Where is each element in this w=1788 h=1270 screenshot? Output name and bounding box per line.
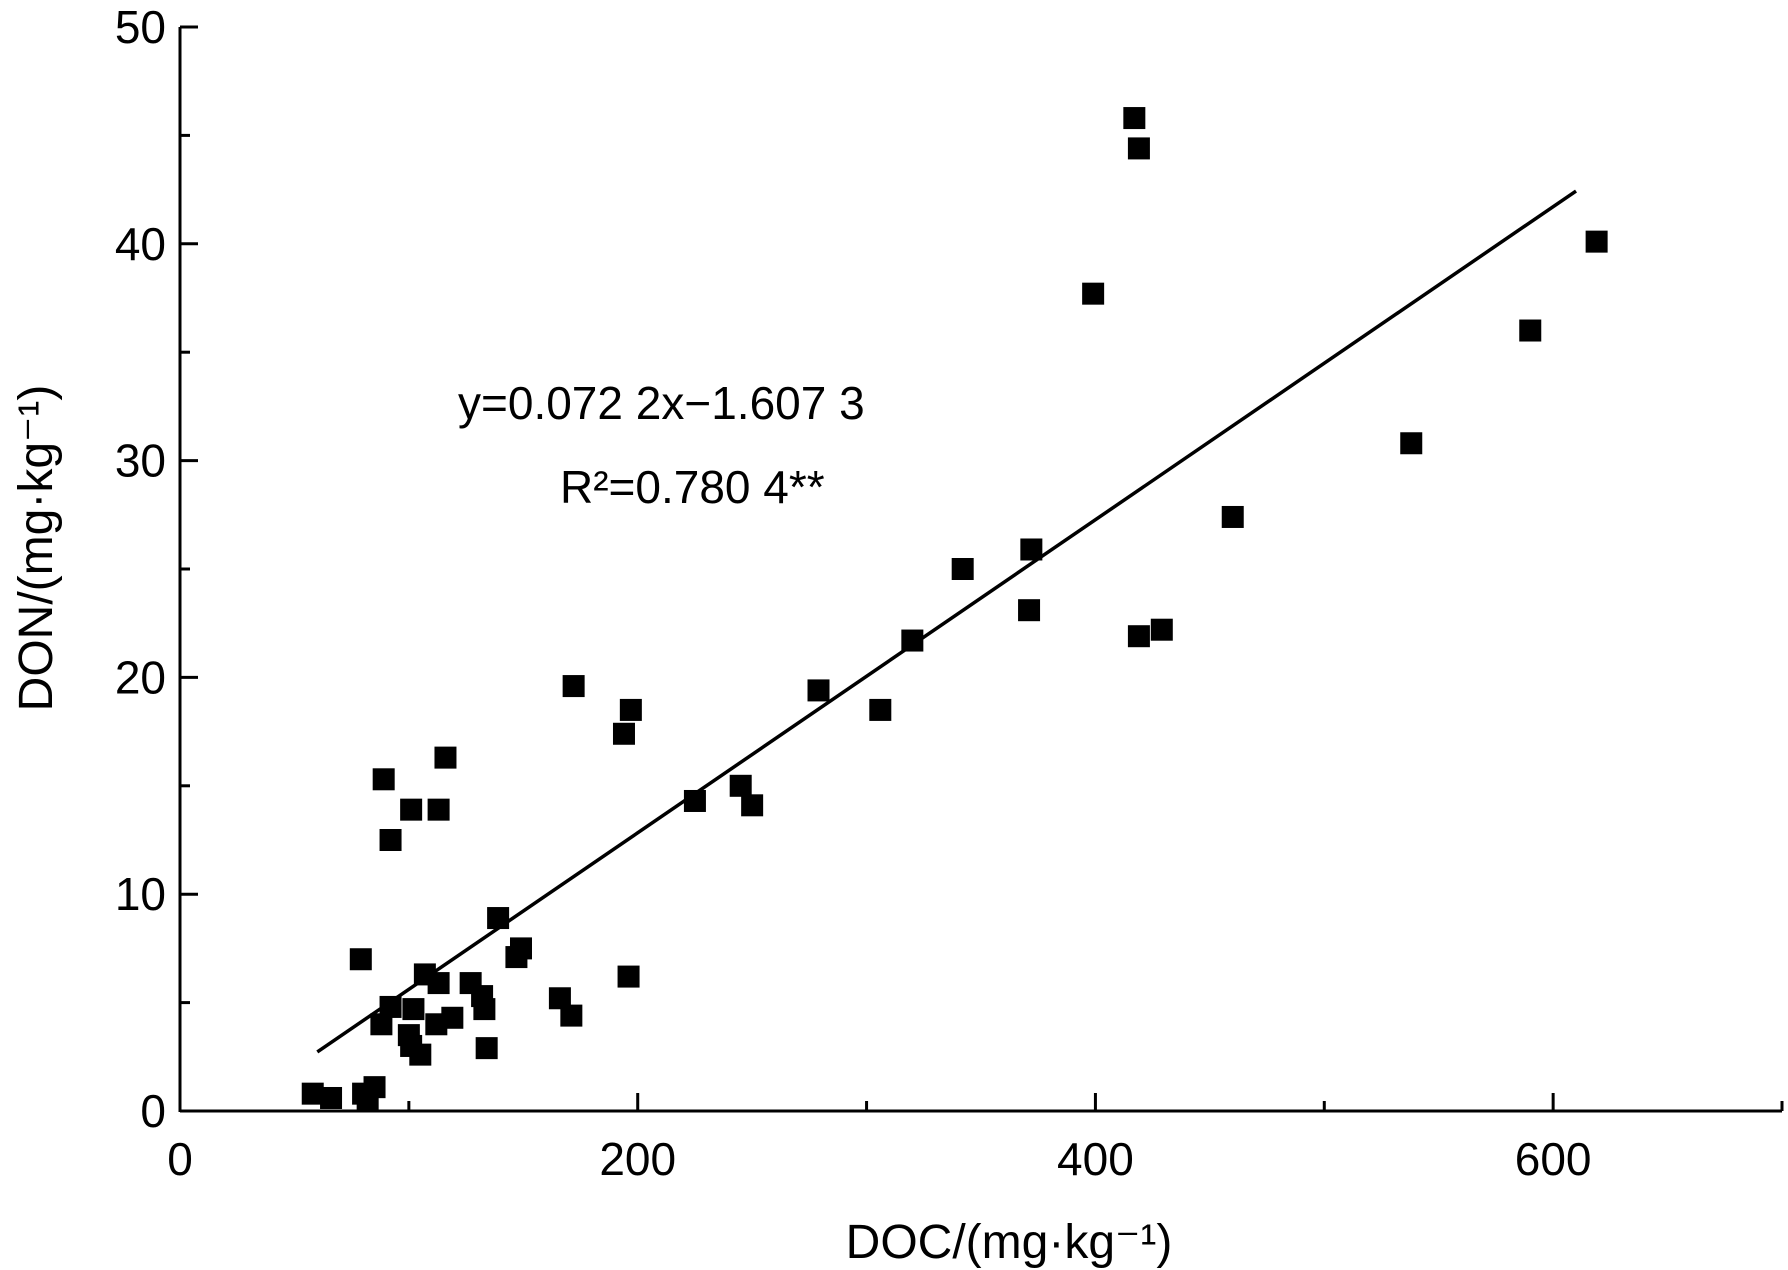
data-point — [1150, 618, 1173, 641]
data-point — [487, 907, 510, 930]
y-tick-label: 0 — [140, 1085, 166, 1137]
y-tick-label: 40 — [115, 218, 166, 270]
data-point — [1585, 230, 1608, 253]
y-tick-label: 30 — [115, 435, 166, 487]
data-point — [473, 998, 496, 1021]
data-point — [1519, 319, 1542, 342]
data-point — [1127, 137, 1150, 160]
y-tick-label: 20 — [115, 651, 166, 703]
axes-layer: 0 200 400 600 0 10 20 30 40 50 — [115, 1, 1784, 1185]
y-tick-label: 10 — [115, 868, 166, 920]
x-tick-label: 600 — [1515, 1133, 1592, 1185]
data-point — [1123, 107, 1146, 130]
data-point — [320, 1086, 343, 1109]
data-point — [1221, 505, 1244, 528]
data-point — [562, 675, 585, 698]
data-point — [951, 558, 974, 580]
y-tick-label: 50 — [115, 1, 166, 53]
data-point — [617, 965, 640, 988]
data-point — [379, 995, 402, 1018]
data-point — [869, 698, 892, 721]
x-axis-title: DOC/(mg·kg⁻¹) — [846, 1216, 1173, 1269]
fit-line-layer — [316, 189, 1578, 1054]
data-point — [379, 829, 402, 851]
x-tick-label: 0 — [167, 1133, 193, 1185]
data-point — [400, 798, 423, 821]
data-point — [741, 794, 764, 817]
data-point — [1400, 432, 1423, 455]
data-point — [349, 948, 372, 971]
data-point — [370, 1013, 393, 1036]
data-point — [619, 698, 642, 721]
data-point — [901, 629, 924, 652]
data-point — [372, 768, 395, 791]
regression-equation: y=0.072 2x−1.607 3 — [458, 377, 865, 429]
data-point — [1127, 625, 1150, 648]
data-point — [1020, 538, 1043, 561]
data-point — [409, 1043, 432, 1066]
data-point — [509, 937, 532, 960]
data-point — [807, 679, 830, 702]
data-point — [301, 1082, 324, 1105]
data-point — [363, 1076, 386, 1099]
data-point — [729, 774, 752, 797]
r-squared-label: R²=0.780 4** — [560, 461, 825, 513]
x-tick-label: 200 — [599, 1133, 676, 1185]
data-points-layer — [301, 107, 1608, 1112]
x-tick-label: 400 — [1057, 1133, 1134, 1185]
data-point — [475, 1037, 498, 1060]
y-axis-title: DON/(mg·kg⁻¹) — [10, 385, 63, 712]
data-point — [612, 722, 635, 745]
data-point — [427, 798, 450, 821]
data-point — [427, 972, 450, 995]
data-point — [683, 789, 706, 812]
data-point — [1082, 282, 1105, 305]
data-point — [560, 1004, 583, 1027]
data-point — [441, 1006, 464, 1029]
data-point — [434, 746, 457, 769]
data-point — [402, 998, 425, 1021]
regression-line — [316, 189, 1578, 1054]
data-point — [548, 987, 571, 1010]
data-point — [1018, 599, 1041, 622]
